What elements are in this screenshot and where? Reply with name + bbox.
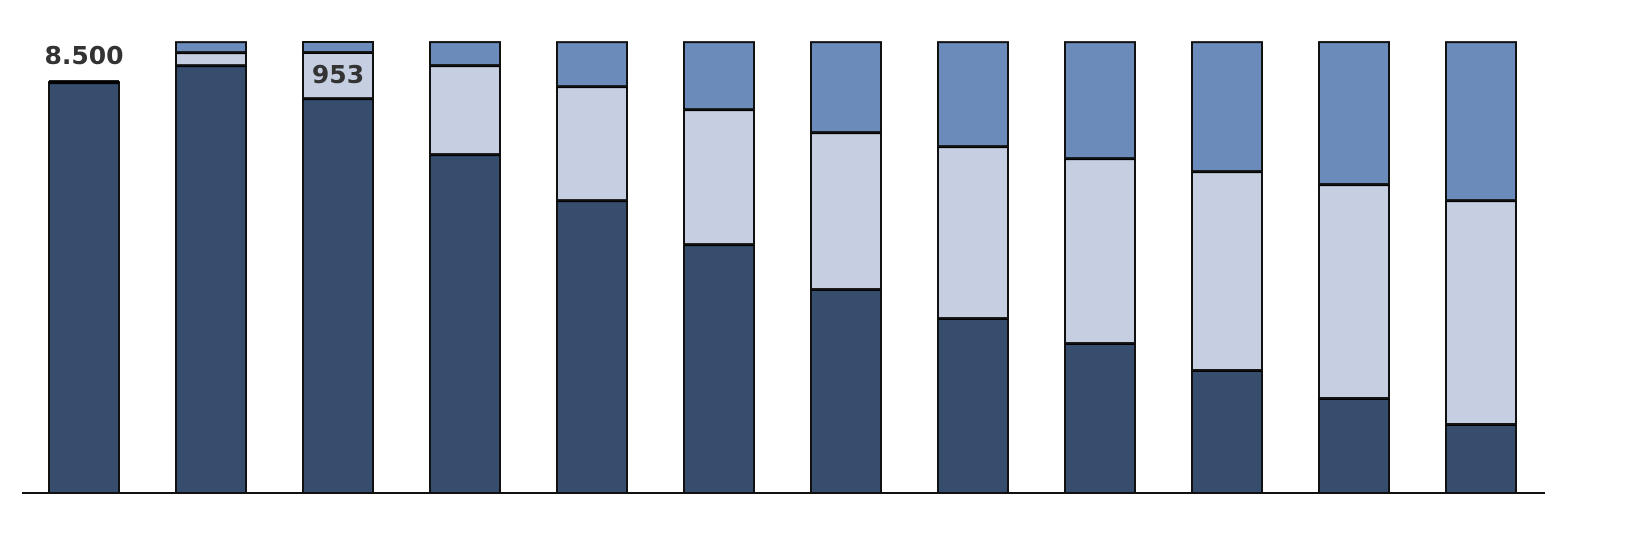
bar-segment bbox=[1445, 199, 1517, 426]
bar-segment bbox=[937, 317, 1009, 495]
bar-segment bbox=[683, 108, 755, 246]
bar-segment bbox=[1191, 369, 1263, 494]
bar-segment bbox=[1445, 41, 1517, 202]
data-label: 8.500 bbox=[44, 41, 123, 70]
bar-segment bbox=[1318, 41, 1390, 186]
bar-segment bbox=[1318, 183, 1390, 400]
bar-segment bbox=[1318, 397, 1390, 494]
bar-segment bbox=[429, 64, 501, 156]
bar-segment bbox=[302, 51, 374, 100]
bar-segment bbox=[810, 288, 882, 494]
bar-segment bbox=[175, 64, 247, 494]
bar-segment bbox=[1064, 157, 1136, 345]
bar-segment bbox=[937, 145, 1009, 320]
bar-segment bbox=[683, 243, 755, 494]
bar-segment bbox=[175, 41, 247, 54]
bar-segment bbox=[1191, 170, 1263, 372]
bar-segment bbox=[1445, 423, 1517, 495]
data-label: 953 bbox=[312, 60, 364, 89]
bar-segment bbox=[1191, 41, 1263, 173]
bar-segment bbox=[810, 41, 882, 134]
bar-segment bbox=[937, 41, 1009, 148]
bar-segment bbox=[556, 85, 628, 202]
bar-segment bbox=[1064, 41, 1136, 160]
bar-segment bbox=[1064, 342, 1136, 494]
bar-segment bbox=[556, 41, 628, 88]
bar-segment bbox=[556, 199, 628, 494]
bar-segment bbox=[429, 41, 501, 67]
bar-segment bbox=[683, 41, 755, 111]
bar-segment bbox=[302, 97, 374, 495]
bar-segment bbox=[48, 81, 120, 494]
bar-segment bbox=[429, 153, 501, 494]
bar-segment bbox=[302, 41, 374, 54]
bar-segment bbox=[810, 131, 882, 291]
